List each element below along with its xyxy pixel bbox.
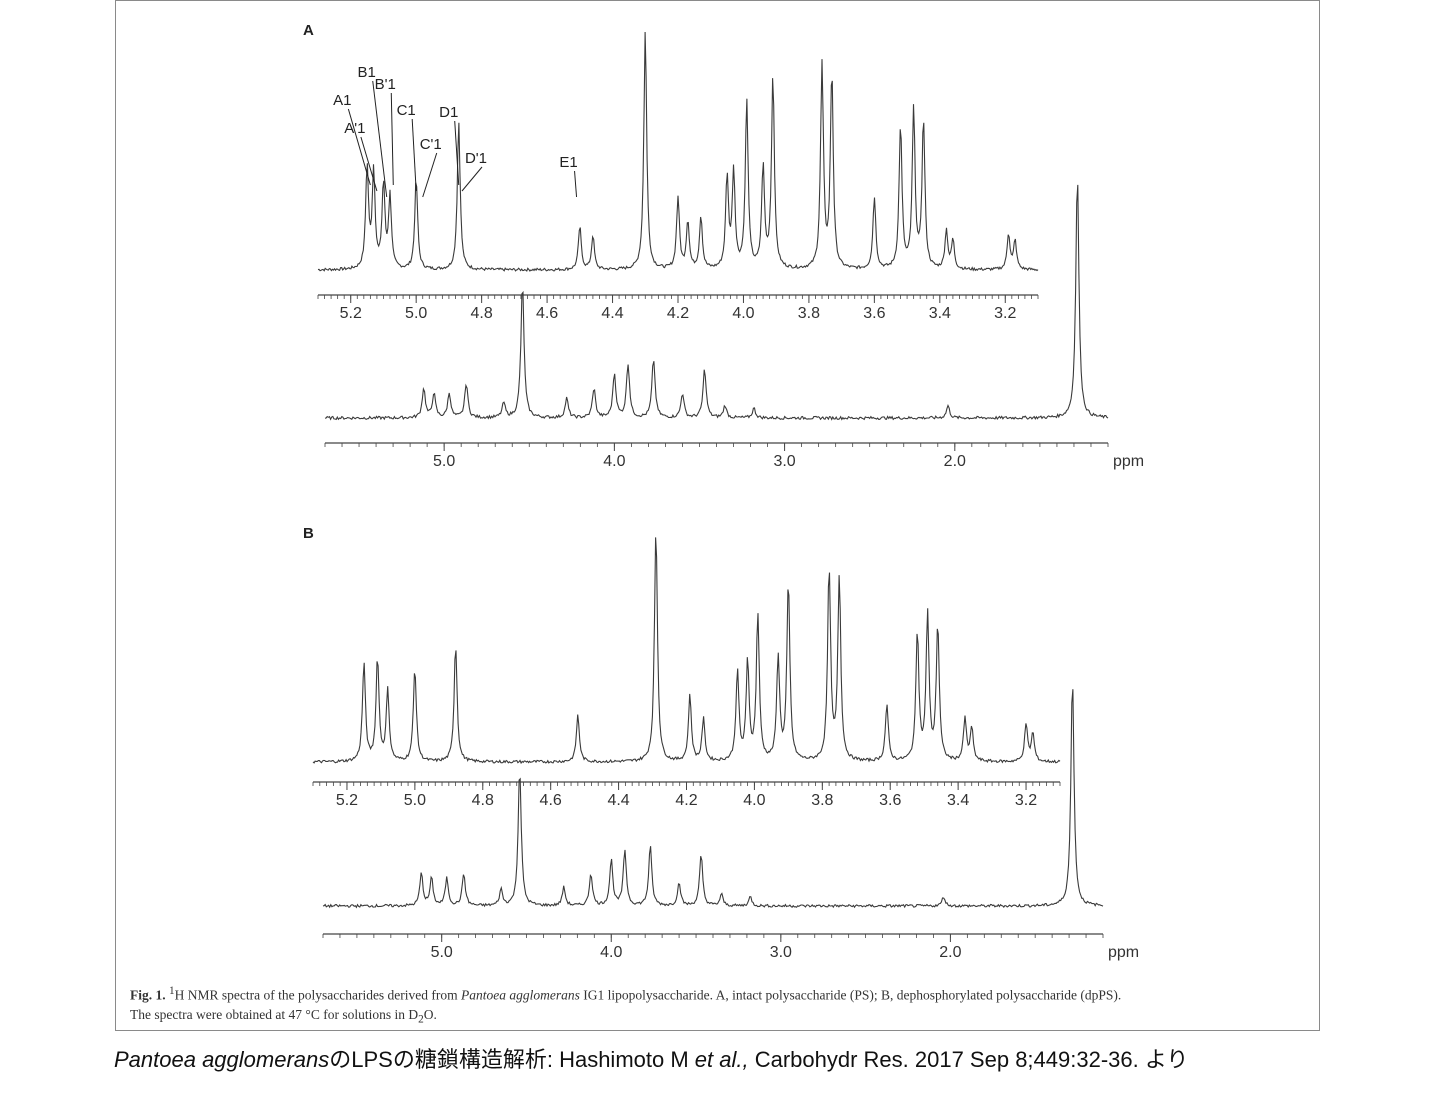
x-axis-full-A-tick-label: 2.0	[944, 453, 966, 470]
caption-text-2: IG1 lipopolysaccharide. A, intact polysa…	[579, 987, 1122, 1003]
x-axis-expanded-B-tick-label: 4.8	[472, 792, 494, 809]
spectrum-trace-full-A	[324, 184, 1109, 421]
figure-frame	[115, 0, 1320, 1031]
caption-text-1: H NMR spectra of the polysaccharides der…	[174, 987, 462, 1003]
x-axis-full-B-tick-label: 3.0	[770, 944, 792, 961]
citation-etal: et al.,	[694, 1047, 749, 1072]
caption-superscript: 1	[169, 985, 175, 997]
x-axis-full-B-tick-label: 5.0	[431, 944, 453, 961]
citation-species: Pantoea agglomerans	[114, 1047, 330, 1072]
peak-label-Bp1: B'1	[375, 76, 396, 93]
x-axis-full-B-tick-label: 4.0	[600, 944, 622, 961]
spectrum-trace-expanded-B	[312, 537, 1061, 765]
caption-text-3: The spectra were obtained at 47 °C for s…	[130, 1006, 419, 1022]
x-axis-expanded-B-tick-label: 4.2	[675, 792, 697, 809]
spectrum-trace-full-B	[322, 689, 1104, 909]
x-axis-expanded-A-tick-label: 5.0	[405, 305, 427, 322]
peak-label-Cp1: C'1	[420, 136, 442, 153]
x-axis-full-A-tick-label: 3.0	[773, 453, 795, 470]
peak-leader-line	[422, 152, 438, 198]
peak-leader-line	[454, 120, 460, 186]
x-axis-expanded-B-tick-label: 5.2	[336, 792, 358, 809]
peak-label-E1: E1	[559, 154, 577, 171]
x-axis-expanded-A-tick-label: 4.4	[601, 305, 623, 322]
peak-label-B1: B1	[358, 64, 376, 81]
panel-label-A: A	[303, 22, 314, 39]
x-axis-full-A-tick-label: 5.0	[433, 453, 455, 470]
citation-part-1: のLPSの糖鎖構造解析: Hashimoto M	[329, 1047, 695, 1072]
x-axis-expanded-B-tick-label: 4.6	[540, 792, 562, 809]
peak-leader-line	[411, 118, 417, 192]
x-axis-full-B-unit-label: ppm	[1108, 944, 1139, 961]
peak-leader-line	[360, 136, 378, 192]
caption-species: Pantoea agglomerans	[461, 987, 580, 1003]
peak-leader-line	[390, 92, 394, 186]
peak-label-A1: A1	[333, 92, 351, 109]
x-axis-expanded-B-tick-label: 5.0	[404, 792, 426, 809]
x-axis-expanded-A-tick-label: 4.0	[732, 305, 754, 322]
peak-label-Ap1: A'1	[344, 120, 365, 137]
x-axis-expanded-B-tick-label: 3.8	[811, 792, 833, 809]
peak-leader-line	[461, 166, 483, 192]
x-axis-expanded-A-tick-label: 4.6	[536, 305, 558, 322]
x-axis-full-A-tick-label: 4.0	[603, 453, 625, 470]
x-axis-expanded-B-tick-label: 4.0	[743, 792, 765, 809]
x-axis-expanded-B-tick-label: 3.4	[947, 792, 969, 809]
caption-text-4: O.	[423, 1006, 437, 1022]
figure-caption: Fig. 1. 1H NMR spectra of the polysaccha…	[130, 982, 1310, 1029]
peak-label-C1: C1	[397, 102, 416, 119]
x-axis-full-A-unit-label: ppm	[1113, 453, 1144, 470]
x-axis-expanded-A-tick-label: 4.8	[471, 305, 493, 322]
x-axis-expanded-A-tick-label: 3.4	[929, 305, 951, 322]
x-axis-expanded-A-tick-label: 3.6	[863, 305, 885, 322]
x-axis-expanded-A-tick-label: 4.2	[667, 305, 689, 322]
panel-label-B: B	[303, 525, 314, 542]
x-axis-expanded-A-tick-label: 3.2	[994, 305, 1016, 322]
source-citation: Pantoea agglomeransのLPSの糖鎖構造解析: Hashimot…	[114, 1042, 1444, 1074]
peak-label-Dp1: D'1	[465, 150, 487, 167]
x-axis-expanded-B-tick-label: 4.4	[607, 792, 629, 809]
peak-leader-line	[372, 80, 388, 198]
peak-leader-line	[574, 170, 578, 198]
x-axis-expanded-A-tick-label: 5.2	[340, 305, 362, 322]
x-axis-full-B-tick-label: 2.0	[939, 944, 961, 961]
caption-fig-label: Fig. 1.	[130, 987, 166, 1003]
x-axis-expanded-B-tick-label: 3.2	[1015, 792, 1037, 809]
peak-label-D1: D1	[439, 104, 458, 121]
spectrum-trace-expanded-A	[317, 31, 1039, 272]
x-axis-expanded-B-tick-label: 3.6	[879, 792, 901, 809]
x-axis-expanded-A-tick-label: 3.8	[798, 305, 820, 322]
caption-subscript: 2	[418, 1013, 424, 1026]
peak-leader-line	[347, 108, 371, 186]
citation-part-2: Carbohydr Res. 2017 Sep 8;449:32-36. より	[748, 1047, 1189, 1072]
